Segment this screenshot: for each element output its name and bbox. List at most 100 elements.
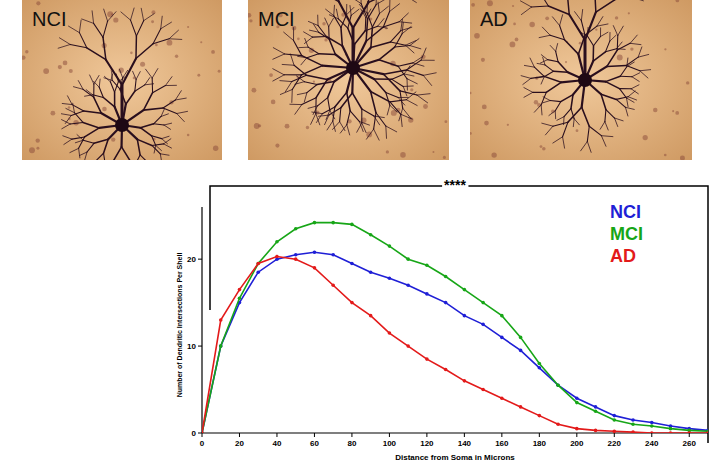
dendrite: [160, 154, 161, 160]
dendrite: [553, 137, 563, 143]
dendrite: [144, 14, 155, 21]
dendrite: [153, 86, 166, 93]
dendrite: [552, 17, 559, 26]
speck: [200, 41, 202, 43]
speck: [474, 33, 480, 39]
series-marker: [369, 233, 373, 237]
dendrite: [359, 122, 363, 132]
y-axis: [201, 207, 202, 433]
series-marker: [556, 423, 560, 427]
dendrite: [292, 75, 301, 90]
speck: [512, 5, 514, 7]
speck: [187, 134, 190, 137]
speck: [271, 100, 276, 105]
dendrite: [606, 76, 621, 81]
speck: [36, 1, 40, 5]
dendrite: [106, 60, 122, 85]
series-marker: [388, 244, 392, 248]
dendrite: [523, 78, 531, 84]
significance-bracket: [210, 186, 708, 443]
dendrite: [407, 79, 417, 84]
dendrite: [67, 96, 72, 105]
series-line: [202, 223, 708, 433]
dendrite: [326, 37, 342, 46]
dendrite: [354, 31, 365, 45]
dendrite: [319, 53, 336, 55]
x-tick-label: 0: [200, 439, 205, 448]
dendrite: [606, 110, 615, 118]
dendrite: [72, 105, 84, 111]
dendrite: [406, 92, 416, 100]
dendrite: [605, 49, 616, 52]
speck: [175, 55, 178, 58]
dendrite: [374, 116, 384, 118]
y-tick: [198, 346, 202, 347]
series-marker: [706, 431, 708, 433]
dendrite: [632, 77, 639, 82]
dendrite: [403, 85, 413, 87]
dendrite: [609, 32, 610, 41]
dendrite: [154, 124, 164, 125]
dendrite: [398, 63, 413, 66]
dendrite: [597, 17, 603, 27]
speck: [443, 156, 446, 159]
dendrite: [103, 21, 108, 37]
dendrite: [383, 22, 399, 27]
speck: [643, 135, 648, 140]
dendrite: [163, 108, 177, 113]
dendrite: [361, 109, 362, 123]
series-line: [202, 257, 708, 433]
speck: [470, 92, 472, 95]
dendrite: [379, 47, 395, 60]
series-marker: [294, 227, 298, 231]
legend-entry: AD: [610, 246, 636, 266]
y-tick-label: 10: [187, 342, 196, 351]
speck: [69, 69, 73, 73]
x-tick-label: 100: [383, 439, 397, 448]
series-marker: [256, 262, 260, 266]
speck: [63, 61, 68, 66]
series-marker: [444, 301, 448, 305]
dendrite: [613, 26, 617, 36]
series-marker: [538, 414, 542, 418]
dendrite: [638, 47, 642, 57]
dendrite: [545, 65, 554, 71]
series-marker: [631, 418, 635, 422]
dendrite: [152, 145, 160, 153]
dendrite: [318, 25, 326, 36]
dendrite: [328, 82, 335, 98]
dendrite: [145, 78, 150, 85]
dendrite: [557, 117, 564, 121]
dendrite: [137, 139, 140, 155]
dendrite: [593, 52, 605, 61]
dendrite: [351, 0, 361, 4]
series-marker: [406, 257, 410, 261]
dendrite: [82, 19, 94, 23]
speck: [487, 0, 493, 6]
dendrite: [83, 122, 99, 128]
series-marker: [294, 257, 298, 261]
dendrite: [307, 54, 319, 58]
speck: [680, 156, 685, 160]
series-marker: [294, 253, 298, 257]
series-marker: [313, 250, 317, 254]
dendrite: [406, 79, 407, 90]
dendrite: [83, 89, 94, 97]
dendrite: [161, 22, 172, 29]
dendrite: [161, 114, 168, 117]
dendrite: [152, 144, 164, 146]
dendrite: [316, 80, 327, 98]
dendrite: [362, 123, 366, 133]
speck: [43, 68, 49, 74]
speck: [470, 132, 472, 135]
dendrite: [366, 129, 373, 139]
dendrite: [165, 85, 176, 86]
dendrite: [93, 95, 104, 98]
series-marker: [463, 379, 467, 383]
dendrite: [563, 137, 565, 148]
series-marker: [219, 318, 223, 322]
dendrite: [390, 4, 400, 12]
dendrite: [152, 78, 153, 93]
x-tick-label: 60: [310, 439, 319, 448]
dendrite: [330, 110, 335, 118]
